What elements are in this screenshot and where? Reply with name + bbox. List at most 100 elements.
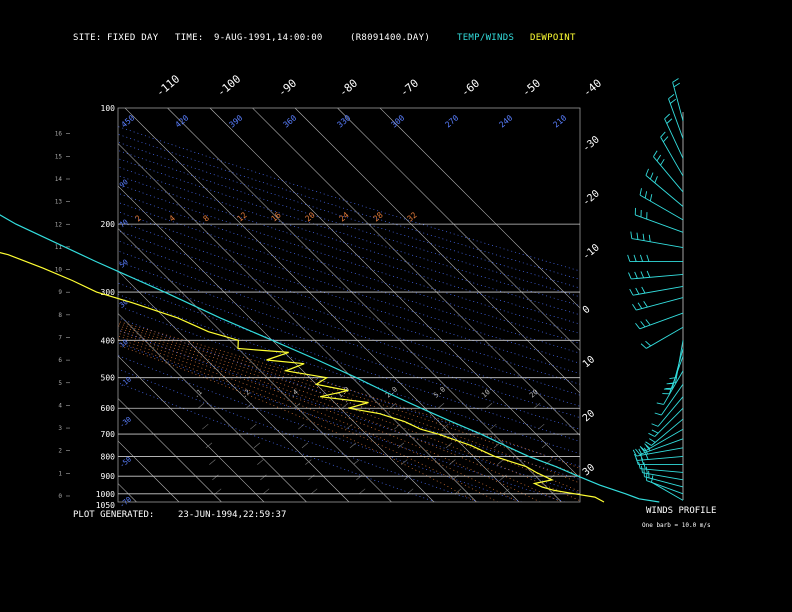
- mixing-ratio-mark: [401, 459, 408, 465]
- dry-adiabat: [118, 329, 580, 494]
- isotherm-line: [252, 108, 580, 436]
- wind-barb-tick: [664, 113, 671, 120]
- wind-barb-tick: [627, 254, 631, 262]
- isotherm-line: [118, 398, 222, 502]
- wind-barb-tick: [662, 136, 669, 143]
- mixing-ratio-mark: [305, 459, 312, 465]
- moist-adiabat-label: 8: [202, 213, 212, 223]
- wind-barb-tick: [640, 321, 646, 328]
- dry-adiabat: [118, 158, 580, 307]
- dry-adiabat: [118, 282, 580, 442]
- mixing-ratio-label: 20: [528, 388, 540, 400]
- wind-barb-tick: [656, 154, 662, 162]
- wind-barb-tick: [640, 457, 645, 465]
- winds-profile-panel: [627, 78, 684, 501]
- moist-adiabat: [118, 332, 562, 502]
- dry-adiabat: [118, 355, 522, 502]
- wind-barb-tick: [642, 233, 645, 241]
- pressure-tick-label: 700: [101, 430, 116, 439]
- legend-temp: TEMP/WINDS: [457, 33, 515, 43]
- theta-label: 210: [552, 113, 569, 129]
- blue-left-label: 30: [118, 298, 130, 310]
- wind-barb: [631, 238, 684, 249]
- wind-barb-tick: [645, 340, 651, 347]
- dry-adiabat: [118, 220, 580, 375]
- wind-barb-tick: [645, 466, 648, 474]
- legend-dewpoint: DEWPOINT: [530, 33, 576, 43]
- mixing-ratio-mark: [445, 442, 453, 449]
- theta-label: 390: [228, 113, 245, 129]
- wind-barb-tick: [666, 118, 673, 124]
- wind-barb: [639, 194, 684, 221]
- mixing-ratio-mark: [406, 488, 414, 495]
- wind-barb-tick: [649, 194, 653, 202]
- wind-barb-tick: [639, 445, 646, 452]
- pressure-tick-label: 900: [101, 472, 116, 481]
- site-label: SITE:: [73, 33, 102, 43]
- wind-barb: [660, 136, 684, 177]
- height-tick-label: 1: [58, 470, 62, 477]
- time-value: 9-AUG-1991,14:00:00: [214, 33, 323, 43]
- isotherm-line: [294, 108, 580, 394]
- pressure-tick-label: 300: [101, 288, 116, 297]
- dewpoint-trace: [0, 252, 605, 503]
- pressure-tick-label: 1050: [96, 501, 115, 510]
- wind-barb-tick: [646, 270, 651, 278]
- mixing-ratio-mark: [197, 402, 205, 409]
- wind-barb-tick: [636, 232, 639, 240]
- wind-barb-tick: [654, 412, 662, 416]
- mixing-ratio-mark: [394, 423, 401, 430]
- height-tick-label: 6: [58, 357, 62, 364]
- moist-adiabat-label: 32: [406, 210, 419, 223]
- right-temp-label: -10: [581, 242, 602, 262]
- theta-label: 270: [444, 113, 461, 129]
- height-tick-label: 10: [55, 267, 63, 274]
- wind-barb: [636, 447, 684, 457]
- wind-barb: [651, 418, 684, 446]
- moist-adiabat-label: 4: [168, 213, 178, 223]
- height-tick-label: 11: [55, 244, 63, 251]
- wind-barb-tick: [669, 98, 677, 104]
- wind-barb: [646, 480, 684, 495]
- blue-left-label: 70: [118, 218, 130, 230]
- right-temp-label: 0: [581, 304, 593, 316]
- wind-barb: [631, 273, 684, 280]
- isotherm-line: [167, 108, 562, 502]
- isotherm-line: [118, 228, 392, 502]
- theta-label: 240: [498, 113, 515, 129]
- height-tick-label: 14: [55, 176, 63, 183]
- top-temp-label: -90: [276, 77, 300, 100]
- mixing-ratio-mark: [538, 423, 545, 430]
- wind-barb-tick: [645, 441, 652, 446]
- wind-barb-tick: [645, 444, 651, 452]
- wind-barb-tick: [638, 461, 641, 469]
- height-tick-label: 2: [58, 448, 62, 455]
- wind-barb-tick: [668, 382, 676, 385]
- wind-barb-tick: [648, 432, 655, 437]
- blue-left-label: -30: [118, 415, 133, 429]
- wind-barb: [635, 214, 684, 233]
- isotherm-line: [337, 108, 580, 351]
- theta-label: 300: [390, 113, 407, 129]
- mixing-ratio-mark: [301, 442, 309, 449]
- height-tick-label: 4: [58, 402, 62, 409]
- site-value: FIXED DAY: [107, 33, 159, 43]
- mixing-ratio-mark: [397, 442, 405, 449]
- chart-labels: 1002003004005006007008009001000105016151…: [55, 72, 604, 510]
- wind-barb-tick: [629, 288, 634, 296]
- theta-label: 330: [336, 113, 353, 129]
- mixing-ratio-label: 5.0: [432, 385, 447, 399]
- mixing-ratio-mark: [500, 474, 507, 481]
- mixing-ratio-mark: [533, 402, 541, 409]
- isotherm-line: [124, 108, 520, 502]
- mixing-ratio-mark: [404, 474, 411, 481]
- wind-barb-tick: [651, 429, 659, 434]
- mixing-ratio-mark: [310, 488, 318, 495]
- isotherm-line: [118, 185, 435, 502]
- wind-barb-tick: [649, 172, 654, 180]
- top-temp-label: -110: [154, 72, 183, 99]
- moist-adiabat-label: 12: [236, 210, 249, 223]
- theta-label: 360: [282, 113, 299, 129]
- pressure-tick-label: 600: [101, 404, 116, 413]
